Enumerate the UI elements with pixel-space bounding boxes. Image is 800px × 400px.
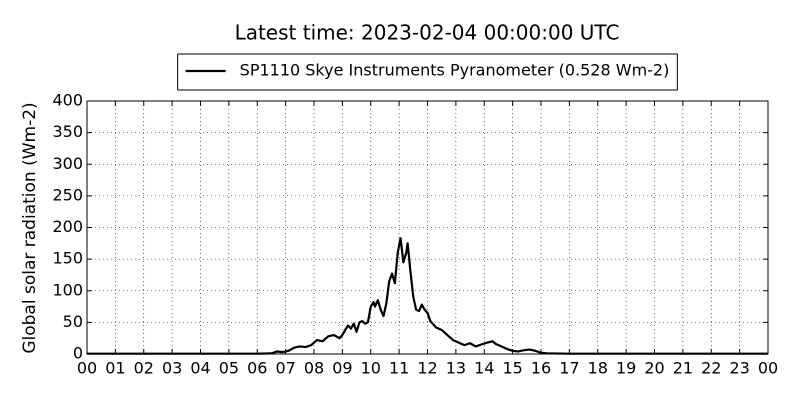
x-tick-label: 02: [134, 359, 154, 378]
x-tick-label: 00: [758, 359, 778, 378]
y-tick-label: 350: [52, 122, 83, 141]
y-tick-label: 0: [73, 344, 83, 363]
x-tick-label: 14: [474, 359, 494, 378]
x-tick-label: 11: [389, 359, 409, 378]
x-tick-label: 05: [219, 359, 239, 378]
x-tick-label: 18: [588, 359, 608, 378]
x-tick-label: 15: [502, 359, 522, 378]
x-tick-label: 08: [304, 359, 324, 378]
y-tick-label: 50: [63, 312, 83, 331]
y-tick-label: 200: [52, 217, 83, 236]
legend-label: SP1110 Skye Instruments Pyranometer (0.5…: [240, 61, 670, 80]
y-tick-label: 250: [52, 185, 83, 204]
x-tick-label: 07: [275, 359, 295, 378]
y-tick-label: 100: [52, 280, 83, 299]
x-tick-label: 16: [531, 359, 551, 378]
x-tick-label: 01: [105, 359, 125, 378]
chart-title: Latest time: 2023-02-04 00:00:00 UTC: [235, 21, 620, 45]
x-tick-label: 22: [701, 359, 721, 378]
x-tick-label: 23: [729, 359, 749, 378]
data-line: [87, 237, 768, 355]
x-tick-label: 17: [559, 359, 579, 378]
x-tick-label: 00: [77, 359, 97, 378]
x-tick-label: 19: [616, 359, 636, 378]
x-tick-label: 09: [332, 359, 352, 378]
x-tick-label: 06: [247, 359, 267, 378]
x-tick-label: 12: [417, 359, 437, 378]
x-tick-label: 21: [673, 359, 693, 378]
legend: SP1110 Skye Instruments Pyranometer (0.5…: [177, 53, 678, 91]
x-tick-label: 20: [644, 359, 664, 378]
plot-frame: [86, 100, 769, 355]
x-tick-label: 10: [361, 359, 381, 378]
x-tick-label: 04: [190, 359, 210, 378]
y-tick-label: 300: [52, 154, 83, 173]
legend-box: [177, 53, 678, 91]
y-tick-label: 400: [52, 91, 83, 110]
x-tick-label: 13: [446, 359, 466, 378]
x-tick-label: 03: [162, 359, 182, 378]
y-axis-label: Global solar radiation (Wm-2): [20, 102, 40, 353]
y-tick-label: 150: [52, 249, 83, 268]
